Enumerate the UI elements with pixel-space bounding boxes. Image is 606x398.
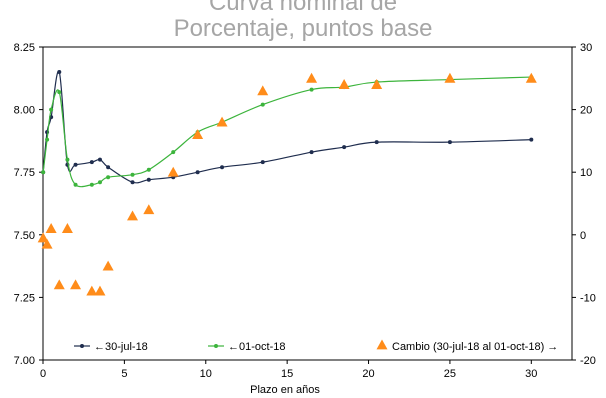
series-2-point (89, 182, 94, 187)
series-1-point (89, 160, 94, 165)
y-left-tick-label: 8.25 (14, 42, 35, 54)
series-2-point (73, 182, 78, 187)
legend-label: ←01-oct-18 (228, 341, 285, 353)
change-triangle-marker (306, 72, 318, 83)
change-triangle-marker (143, 204, 155, 215)
y-right-tick-label: 30 (580, 42, 592, 54)
series-1-point (260, 160, 265, 165)
series-1-point (447, 140, 452, 145)
x-tick-label: 5 (121, 368, 127, 380)
y-left-tick-label: 7.50 (14, 230, 35, 242)
change-triangle-marker (70, 279, 82, 290)
series-1-point (342, 145, 347, 150)
y-left-tick-label: 7.25 (14, 292, 35, 304)
series-1-point (130, 180, 135, 185)
change-triangle-marker (41, 238, 53, 249)
change-triangle-marker (257, 85, 269, 96)
series-2-point (260, 102, 265, 107)
series-2-point (106, 175, 111, 180)
x-tick-label: 25 (444, 368, 456, 380)
series-2-point (309, 87, 314, 92)
x-axis-label: Plazo en años (250, 384, 320, 396)
series-layer (37, 70, 537, 296)
plot-axes: 0 5 10 15 20 25 30 7.00 7.25 7.50 7.75 8.00 8.25 -20 -… (14, 42, 596, 380)
change-triangle-marker (444, 72, 456, 83)
y-right-tick-label: 20 (580, 105, 592, 117)
change-triangle-marker (37, 232, 49, 243)
legend-swatch-dot (80, 344, 84, 348)
series-1-point (195, 170, 200, 175)
change-triangle-marker (371, 79, 383, 89)
series-line-1 (42, 70, 532, 184)
y-right-tick-label: -20 (580, 355, 596, 367)
series-2-point (97, 180, 102, 185)
change-triangle-marker (61, 223, 73, 233)
series-1-point (106, 165, 111, 170)
legend-label: Cambio (30-jul-18 al 01-oct-18) → (392, 341, 558, 353)
legend-swatch-triangle (376, 339, 388, 350)
y-right-tick-label: 10 (580, 167, 592, 179)
legend-label: ←30-jul-18 (94, 341, 148, 353)
change-triangle-marker (338, 79, 350, 89)
change-triangle-marker (102, 260, 114, 271)
series-2-point (171, 150, 176, 155)
x-tick-label: 15 (281, 368, 293, 380)
change-triangle-marker (45, 223, 57, 233)
series-2-point (45, 137, 50, 142)
x-tick-label: 10 (200, 368, 212, 380)
chart-subtitle: Porcentaje, puntos base (174, 15, 433, 42)
change-triangle-marker (127, 210, 139, 221)
change-triangle-marker (216, 116, 228, 127)
legend-swatch-dot (214, 344, 218, 348)
change-triangle-marker (53, 279, 65, 290)
y-left-tick-label: 7.00 (14, 355, 35, 367)
series-1-point (57, 70, 62, 75)
plot-frame (42, 46, 573, 361)
series-1-point (73, 162, 78, 167)
series-2-point (41, 170, 46, 175)
series-2-point (65, 157, 70, 162)
series-1-point (97, 157, 102, 162)
series-1-point (220, 165, 225, 170)
series-2-point (146, 167, 151, 172)
change-triangle-marker (525, 72, 537, 83)
series-line-2 (42, 76, 532, 188)
y-left-tick-label: 7.75 (14, 167, 35, 179)
series-1-point (309, 150, 314, 155)
chart-title: Curva nominal de (209, 0, 397, 16)
series-1-point (529, 137, 534, 142)
y-left-tick-label: 8.00 (14, 105, 35, 117)
x-tick-label: 30 (525, 368, 537, 380)
series-2-point (57, 90, 62, 95)
series-1-point (374, 140, 379, 145)
y-right-tick-label: -10 (580, 292, 596, 304)
change-triangle-marker (167, 166, 179, 177)
x-tick-label: 0 (40, 368, 46, 380)
series-2-point (49, 107, 54, 112)
change-triangle-marker (86, 285, 98, 296)
series-2-point (130, 172, 135, 177)
x-tick-label: 20 (362, 368, 374, 380)
y-right-tick-label: 0 (580, 230, 586, 242)
legend: ←30-jul-18 ←01-oct-18 Cambio (30-jul-18 al… (74, 339, 558, 353)
change-triangle-marker (192, 129, 204, 140)
change-triangle-marker (94, 285, 106, 296)
series-1-point (146, 177, 151, 182)
